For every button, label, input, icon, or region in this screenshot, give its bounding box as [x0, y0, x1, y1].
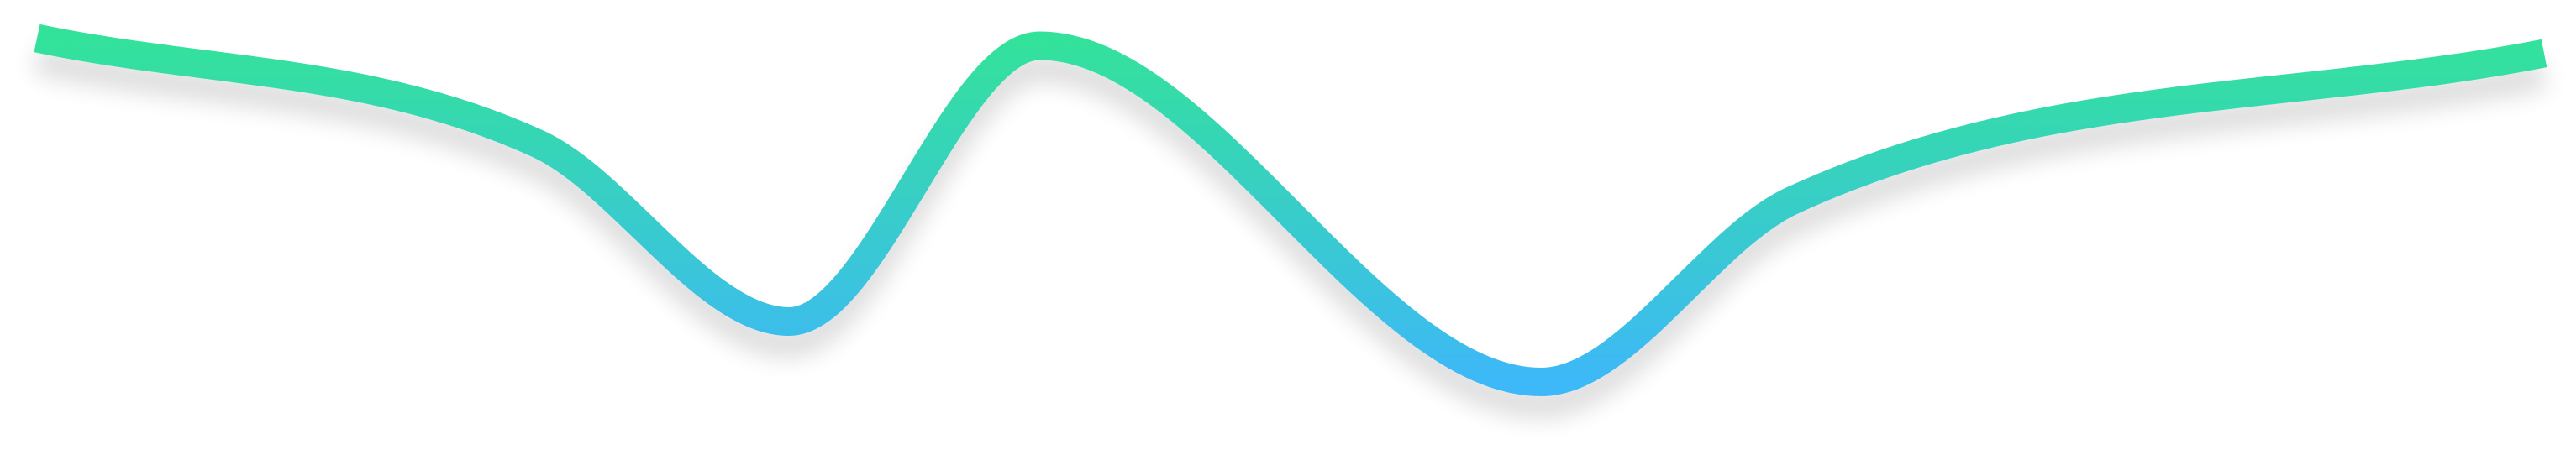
series-line-0 [34, 24, 2547, 396]
series-layer [34, 24, 2547, 396]
